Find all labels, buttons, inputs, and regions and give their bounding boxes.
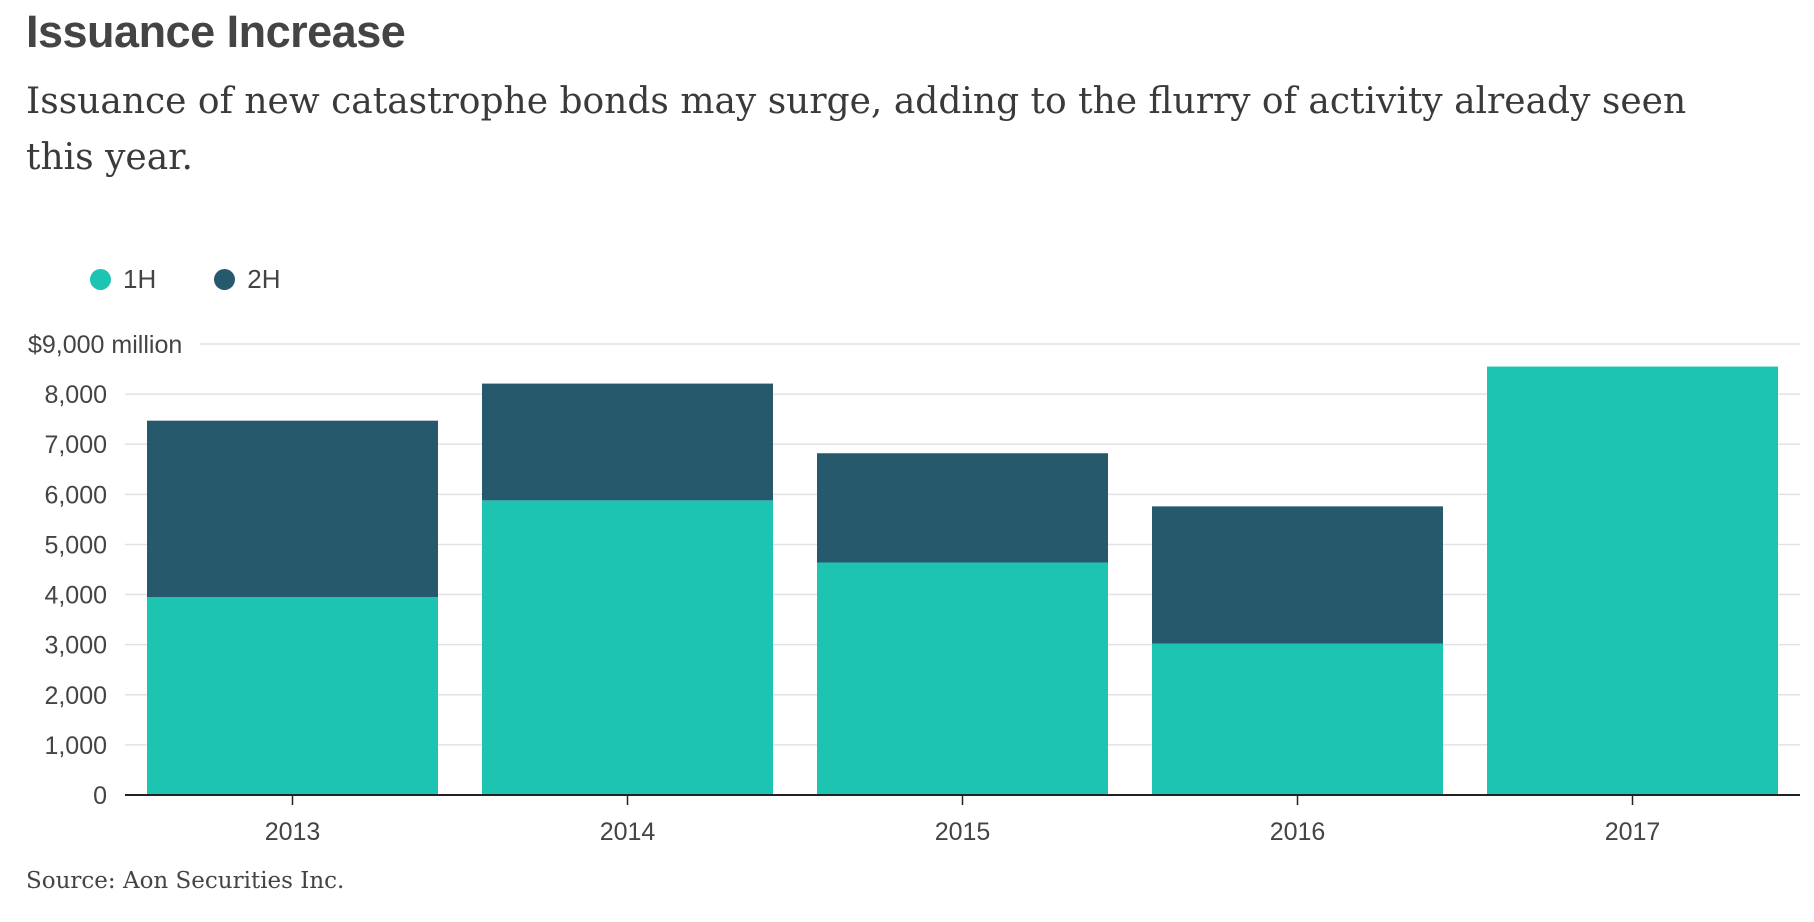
y-tick-label: $9,000 million xyxy=(28,331,182,359)
x-tick-label: 2014 xyxy=(600,818,656,846)
bar-1h-2014 xyxy=(482,500,773,795)
bar-1h-2013 xyxy=(147,597,438,795)
x-tick-label: 2016 xyxy=(1270,818,1326,846)
bar-2h-2013 xyxy=(147,420,438,598)
legend-label-2h: 2H xyxy=(247,264,281,294)
legend-swatch-1h xyxy=(90,269,111,290)
y-tick-label: 7,000 xyxy=(44,431,107,459)
y-tick-label: 4,000 xyxy=(44,582,107,610)
y-tick-label: 0 xyxy=(93,782,107,810)
bar-1h-2017 xyxy=(1487,366,1778,795)
chart-subtitle: Issuance of new catastrophe bonds may su… xyxy=(26,81,1687,178)
legend-item-2h: 2H xyxy=(214,264,281,295)
y-tick-label: 8,000 xyxy=(44,381,107,409)
x-tick-label: 2017 xyxy=(1605,818,1661,846)
y-tick-label: 2,000 xyxy=(44,682,107,710)
legend-item-1h: 1H xyxy=(90,264,156,295)
x-tick-label: 2013 xyxy=(265,818,321,846)
y-tick-label: 5,000 xyxy=(44,531,107,559)
y-tick-label: 3,000 xyxy=(44,632,107,660)
bar-2h-2015 xyxy=(817,453,1108,563)
legend-label-1h: 1H xyxy=(123,264,157,294)
bar-2h-2014 xyxy=(482,383,773,501)
chart-title: Issuance Increase xyxy=(26,6,406,57)
bar-1h-2015 xyxy=(817,562,1108,795)
source-note: Source: Aon Securities Inc. xyxy=(26,868,345,894)
bar-2h-2016 xyxy=(1152,506,1443,644)
legend-swatch-2h xyxy=(214,269,236,290)
bar-1h-2016 xyxy=(1152,643,1443,795)
y-tick-label: 1,000 xyxy=(44,732,107,760)
x-tick-label: 2015 xyxy=(935,818,991,846)
legend: 1H 2H xyxy=(90,264,339,295)
y-tick-label: 6,000 xyxy=(44,481,107,509)
